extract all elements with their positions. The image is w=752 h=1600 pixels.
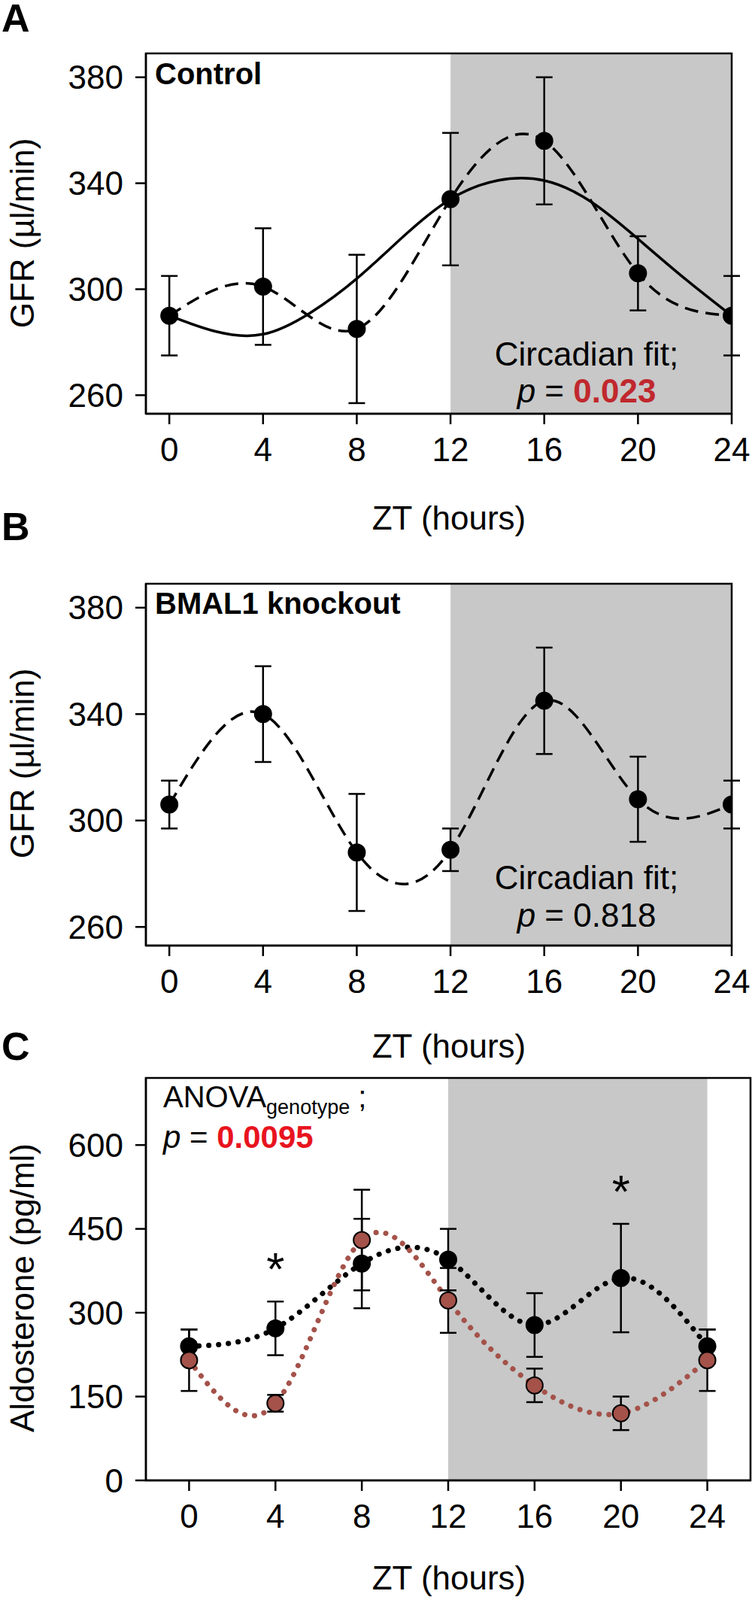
html-text:ZT (hours): ZT (hours) <box>372 1558 526 1596</box>
html-text:B: B <box>1 504 30 549</box>
svg-text:12: 12 <box>430 1497 467 1535</box>
html-text:GFR (µl/min): GFR (µl/min) <box>3 668 41 859</box>
html-text:p = 0.818: p = 0.818 <box>517 896 657 934</box>
svg-text:340: 340 <box>68 164 124 202</box>
html-text:ZT (hours): ZT (hours) <box>372 1027 526 1065</box>
svg-text:4: 4 <box>254 430 273 468</box>
svg-text:300: 300 <box>68 801 124 839</box>
svg-text:*: * <box>266 1242 285 1295</box>
svg-text:4: 4 <box>254 962 273 1000</box>
svg-text:24: 24 <box>713 430 751 468</box>
svg-text:0: 0 <box>160 430 179 468</box>
html-text:Aldosterone (pg/ml): Aldosterone (pg/ml) <box>3 1143 41 1432</box>
svg-text:12: 12 <box>432 962 470 1000</box>
svg-text:12: 12 <box>432 430 470 468</box>
svg-text:24: 24 <box>688 1497 726 1535</box>
html-text:ANOVAgenotype;: ANOVAgenotype; <box>163 1079 367 1119</box>
svg-text:150: 150 <box>68 1377 124 1415</box>
svg-text:380: 380 <box>68 58 124 96</box>
html-text:Control: Control <box>154 57 262 91</box>
svg-text:16: 16 <box>525 430 563 468</box>
html-text:p = 0.0095: p = 0.0095 <box>163 1118 314 1155</box>
svg-text:8: 8 <box>347 962 366 1000</box>
html-text:GFR (µl/min): GFR (µl/min) <box>3 138 41 329</box>
svg-text:20: 20 <box>619 962 657 1000</box>
svg-text:600: 600 <box>68 1126 124 1164</box>
html-text:BMAL1 knockout: BMAL1 knockout <box>154 586 401 620</box>
html-text:C: C <box>1 1024 30 1068</box>
svg-text:0: 0 <box>105 1461 124 1499</box>
svg-text:16: 16 <box>515 1497 553 1535</box>
svg-text:450: 450 <box>68 1209 124 1247</box>
svg-text:8: 8 <box>347 430 366 468</box>
svg-text:340: 340 <box>68 695 124 733</box>
svg-text:0: 0 <box>160 962 179 1000</box>
svg-text:300: 300 <box>68 270 124 308</box>
svg-text:0: 0 <box>179 1497 198 1535</box>
svg-text:8: 8 <box>352 1497 371 1535</box>
svg-text:20: 20 <box>619 430 657 468</box>
svg-text:380: 380 <box>68 588 124 626</box>
svg-text:260: 260 <box>68 908 124 946</box>
svg-text:24: 24 <box>713 962 751 1000</box>
svg-text:4: 4 <box>266 1497 285 1535</box>
html-text:Circadian fit;: Circadian fit; <box>494 858 679 896</box>
html-text:Circadian fit;: Circadian fit; <box>494 335 679 373</box>
html-text:p = 0.023: p = 0.023 <box>517 372 657 410</box>
svg-text:16: 16 <box>525 962 563 1000</box>
svg-text:260: 260 <box>68 376 124 414</box>
svg-text:20: 20 <box>602 1497 640 1535</box>
svg-text:300: 300 <box>68 1294 124 1332</box>
html-text:ZT (hours): ZT (hours) <box>372 499 526 537</box>
svg-text:*: * <box>612 1164 631 1217</box>
